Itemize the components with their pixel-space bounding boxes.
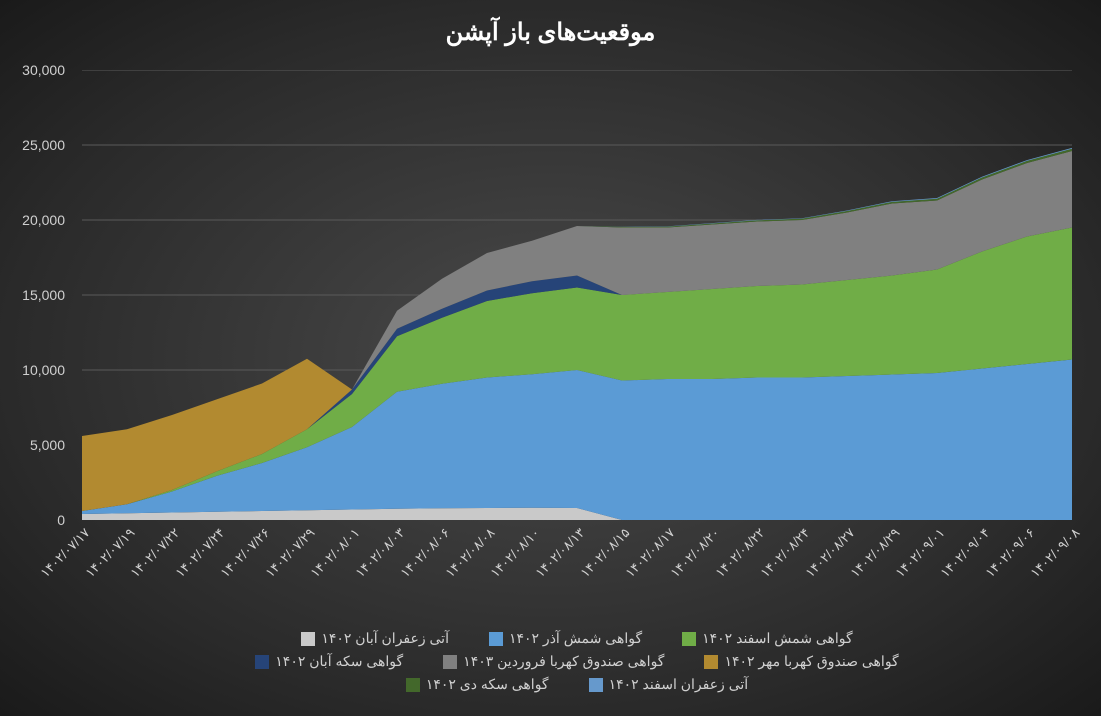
legend-swatch <box>489 632 503 646</box>
chart-title: موقعیت‌های باز آپشن <box>0 18 1101 47</box>
legend-item: گواهی صندوق کهربا فروردین ۱۴۰۳ <box>443 653 664 670</box>
legend-label: گواهی صندوق کهربا فروردین ۱۴۰۳ <box>463 653 664 670</box>
legend-item: گواهی صندوق کهربا مهر ۱۴۰۲ <box>704 653 898 670</box>
legend-swatch <box>682 632 696 646</box>
legend-item: آتی زعفران آبان ۱۴۰۲ <box>301 630 449 647</box>
legend-label: آتی زعفران آبان ۱۴۰۲ <box>321 630 449 647</box>
stacked-areas <box>82 148 1072 520</box>
legend-swatch <box>443 655 457 669</box>
legend-item: گواهی شمش اسفند ۱۴۰۲ <box>682 630 853 647</box>
area-chart-svg <box>82 70 1072 520</box>
legend-row: گواهی سکه دی ۱۴۰۲ آتی زعفران اسفند ۱۴۰۲ <box>82 676 1072 693</box>
plot-area <box>82 70 1072 520</box>
y-tick-label: 10,000 <box>22 362 65 378</box>
legend-item: آتی زعفران اسفند ۱۴۰۲ <box>589 676 749 693</box>
y-tick-label: 20,000 <box>22 212 65 228</box>
legend-label: گواهی سکه آبان ۱۴۰۲ <box>275 653 403 670</box>
legend-swatch <box>406 678 420 692</box>
y-tick-label: 30,000 <box>22 62 65 78</box>
y-tick-label: 15,000 <box>22 287 65 303</box>
x-axis: ۱۴۰۲/۰۷/۱۷۱۴۰۲/۰۷/۱۹۱۴۰۲/۰۷/۲۲۱۴۰۲/۰۷/۲۴… <box>82 525 1072 625</box>
legend-item: گواهی سکه دی ۱۴۰۲ <box>406 676 549 693</box>
legend-swatch <box>704 655 718 669</box>
legend-swatch <box>255 655 269 669</box>
chart-container: موقعیت‌های باز آپشن 0 5,000 10,000 15,000 20… <box>0 0 1101 716</box>
legend-label: آتی زعفران اسفند ۱۴۰۲ <box>609 676 749 693</box>
y-axis: 05,00010,00015,00020,00025,00030,000 <box>0 70 75 520</box>
legend: آتی زعفران آبان ۱۴۰۲ گواهی شمش آذر ۱۴۰۲ گو… <box>82 630 1072 699</box>
legend-item: گواهی شمش آذر ۱۴۰۲ <box>489 630 642 647</box>
legend-row: گواهی سکه آبان ۱۴۰۲ گواهی صندوق کهربا فرو… <box>82 653 1072 670</box>
legend-label: گواهی شمش اسفند ۱۴۰۲ <box>702 630 853 647</box>
legend-label: گواهی صندوق کهربا مهر ۱۴۰۲ <box>724 653 898 670</box>
legend-swatch <box>301 632 315 646</box>
y-tick-label: 5,000 <box>30 437 65 453</box>
y-tick-label: 25,000 <box>22 137 65 153</box>
legend-swatch <box>589 678 603 692</box>
legend-label: گواهی سکه دی ۱۴۰۲ <box>426 676 549 693</box>
y-tick-label: 0 <box>57 512 65 528</box>
legend-row: آتی زعفران آبان ۱۴۰۲ گواهی شمش آذر ۱۴۰۲ گو… <box>82 630 1072 647</box>
legend-label: گواهی شمش آذر ۱۴۰۲ <box>509 630 642 647</box>
legend-item: گواهی سکه آبان ۱۴۰۲ <box>255 653 403 670</box>
